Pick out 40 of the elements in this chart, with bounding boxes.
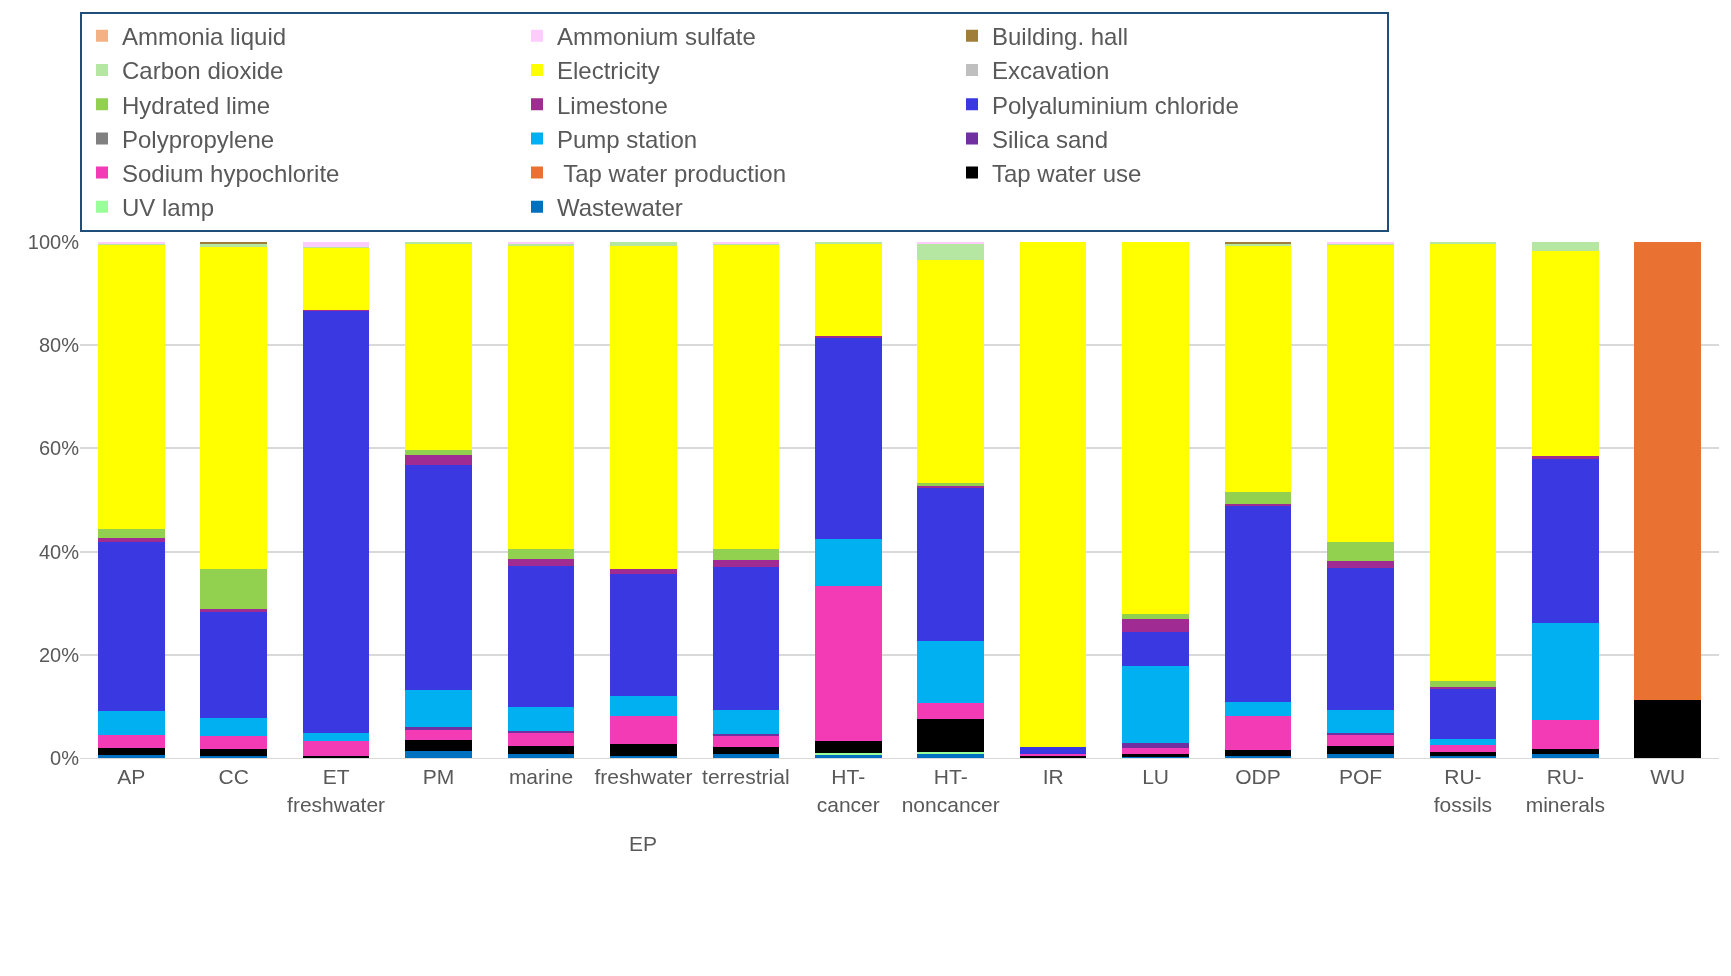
legend-label: Polypropylene	[122, 125, 275, 153]
x-tick-label: POF	[1338, 765, 1383, 789]
legend-label: Hydrated lime	[122, 91, 271, 119]
y-tick-label: 80%	[38, 334, 80, 357]
legend-label: Ammonia liquid	[122, 23, 287, 51]
x-tick-label: CC	[218, 765, 249, 789]
legend-label: Electricity	[557, 57, 660, 85]
x-tick-label: WU	[1650, 765, 1686, 789]
x-tick-label: ET freshwater	[287, 765, 386, 816]
x-tick-label: LU	[1142, 765, 1170, 789]
text: EP	[629, 832, 658, 855]
legend-label: Silica sand	[992, 125, 1109, 153]
legend-label: Ammonium sulfate	[557, 23, 756, 51]
x-tick-label: RU-minerals	[1525, 765, 1606, 816]
legend-label: Pump station	[557, 125, 698, 153]
legend-label: Sodium hypochlorite	[122, 159, 340, 187]
x-tick-label: freshwater	[594, 765, 693, 789]
legend-label: Limestone	[557, 91, 668, 119]
legend-label: Tap water production	[557, 159, 787, 187]
x-tick-label: AP	[117, 765, 146, 789]
x-tick-label: ODP	[1235, 765, 1281, 789]
x-tick-label: IR	[1042, 765, 1064, 789]
x-tick-label: HT-cancer	[816, 765, 880, 816]
legend-label: Tap water use	[992, 159, 1142, 187]
y-tick-label: 40%	[38, 540, 80, 563]
y-tick-label: 20%	[38, 643, 80, 666]
legend-label: Building. hall	[992, 23, 1129, 51]
x-tick-label: RU-fossils	[1433, 765, 1493, 816]
legend-label: Wastewater	[557, 194, 683, 222]
x-tick-label: PM	[422, 765, 455, 789]
y-tick-label: 0%	[50, 747, 80, 769]
legend-label: Polyaluminium chloride	[992, 91, 1239, 119]
x-tick-label: HT-noncancer	[901, 765, 1000, 816]
y-tick-label: 100%	[27, 231, 80, 253]
y-tick-label: 60%	[38, 437, 80, 460]
legend-label: Excavation	[992, 57, 1110, 85]
x-tick-label: marine	[508, 765, 574, 789]
legend-label: UV lamp	[122, 194, 215, 222]
x-tick-label: terrestrial	[702, 765, 790, 789]
legend-label: Carbon dioxide	[122, 57, 284, 85]
